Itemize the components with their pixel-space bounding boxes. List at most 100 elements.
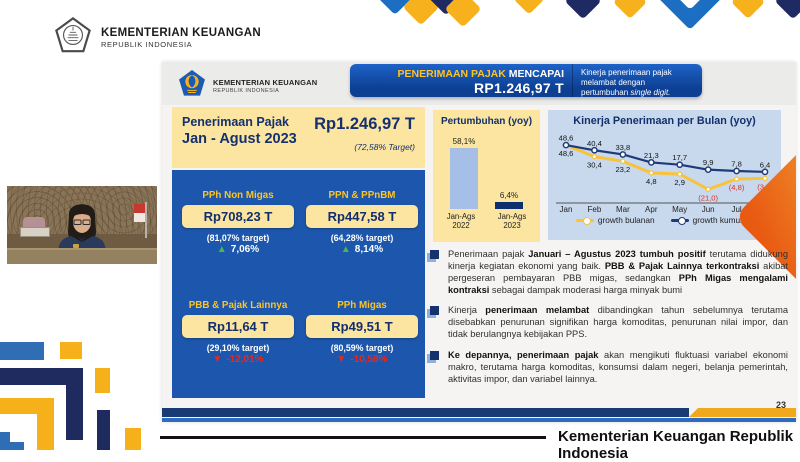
- svg-text:23,2: 23,2: [615, 165, 630, 174]
- svg-text:4,8: 4,8: [646, 177, 657, 186]
- page-number: 23: [775, 400, 786, 410]
- bar-chart: 58,1% 6,4%: [433, 131, 540, 209]
- bar: [495, 202, 523, 209]
- bullet-item: Kinerja penerimaan melambat dibandingkan…: [430, 304, 788, 340]
- tax-box-label: PPh Migas: [337, 300, 387, 312]
- line-chart: JanFebMarAprMayJunJulAug48,630,423,24,82…: [556, 134, 773, 214]
- summary-title-line2: Jan - Agust 2023: [182, 131, 297, 147]
- triangle-down-icon: ▼: [212, 354, 223, 365]
- bullet-text: Ke depannya, penerimaan pajak akan mengi…: [448, 349, 788, 384]
- kemenkeu-logo-icon: [55, 17, 91, 58]
- svg-text:17,7: 17,7: [672, 153, 687, 162]
- tax-box-target: (64,28% target): [330, 233, 394, 243]
- deco-rect: [60, 342, 82, 359]
- diamond-icon: [513, 0, 545, 15]
- bar-category-label: Jan-Ags 2022: [446, 212, 476, 230]
- svg-text:(4,8): (4,8): [729, 183, 745, 192]
- growth-value: -10,58%: [350, 354, 388, 365]
- svg-text:9,9: 9,9: [703, 158, 714, 167]
- trophy: [23, 217, 45, 227]
- bar-chart-title: Pertumbuhan (yoy): [440, 116, 533, 127]
- banner-amount: RP1.246,97 T: [474, 80, 564, 97]
- summary-title-line1: Penerimaan Pajak: [182, 115, 290, 129]
- banner-note-italic: single digit.: [630, 88, 671, 97]
- legend-item: growth kumulatif: [670, 215, 753, 225]
- banner-note-text: Kinerja penerimaan pajak melambat dengan…: [581, 68, 672, 97]
- tax-box-growth: ▼ -12,01%: [212, 354, 263, 365]
- svg-text:2,9: 2,9: [674, 178, 685, 187]
- bar-column: 58,1%: [450, 131, 478, 209]
- brand-title: KEMENTERIAN KEUANGAN: [101, 26, 261, 39]
- svg-text:40,4: 40,4: [587, 139, 602, 148]
- tax-box-label: PPh Non Migas: [202, 190, 274, 202]
- desk: [7, 248, 157, 264]
- legend-label: growth bulanan: [597, 215, 655, 225]
- svg-text:Jan: Jan: [560, 205, 573, 214]
- bullet-square-icon: [430, 250, 439, 259]
- bar-value-label: 58,1%: [452, 137, 476, 147]
- bar-value-label: 6,4%: [499, 191, 519, 201]
- svg-text:48,6: 48,6: [559, 134, 574, 143]
- footer-divider-line: [160, 436, 546, 439]
- summary-amount: Rp1.246,97 T: [314, 115, 415, 133]
- diamond-icon: [731, 0, 765, 19]
- triangle-up-icon: ▲: [340, 244, 351, 255]
- headline-banner: PENERIMAAN PAJAK MENCAPAI RP1.246,97 T K…: [350, 64, 702, 97]
- svg-text:6,4: 6,4: [760, 160, 771, 169]
- bullet-item: Ke depannya, penerimaan pajak akan mengi…: [430, 349, 788, 385]
- headline-banner-left: PENERIMAAN PAJAK MENCAPAI RP1.246,97 T: [350, 64, 572, 97]
- page-footer-text: Kementerian Keuangan Republik Indonesia: [558, 428, 794, 462]
- indonesian-flag-white: [134, 213, 145, 222]
- diamond-icon: [613, 0, 647, 19]
- tax-box-value: Rp708,23 T: [182, 205, 294, 228]
- trophy-base: [20, 227, 50, 237]
- svg-text:Apr: Apr: [645, 205, 658, 214]
- deco-rect: [0, 432, 10, 450]
- slide-logo-title: KEMENTERIAN KEUANGAN: [213, 77, 318, 87]
- legend-item: growth bulanan: [575, 215, 655, 225]
- triangle-up-icon: ▲: [216, 244, 227, 255]
- tax-breakdown-panel: PPh Non Migas Rp708,23 T (81,07% target) ▲ 7…: [172, 170, 425, 398]
- svg-text:Feb: Feb: [588, 205, 602, 214]
- flag-pole: [145, 202, 147, 238]
- svg-text:30,4: 30,4: [587, 161, 602, 170]
- bullets: Penerimaan pajak Januari – Agustus 2023 …: [430, 248, 788, 393]
- headline-banner-note: Kinerja penerimaan pajak melambat dengan…: [572, 64, 702, 97]
- bullet-text: Kinerja penerimaan melambat dibandingkan…: [448, 305, 789, 340]
- tax-box-target: (81,07% target): [206, 233, 270, 243]
- tax-box-growth: ▲ 7,06%: [217, 244, 259, 255]
- tax-box-growth: ▲ 8,14%: [341, 244, 383, 255]
- growth-value: 7,06%: [230, 244, 260, 255]
- footer-bar-gold: [689, 408, 796, 417]
- bar-category-label: Jan-Ags 2023: [497, 212, 527, 230]
- tax-box-growth: ▼ -10,58%: [336, 354, 387, 365]
- banner-rest: MENCAPAI: [505, 68, 564, 80]
- kemenkeu-logo-icon: [178, 69, 206, 102]
- speaker-person: [57, 204, 107, 258]
- legend-dot-icon: [677, 216, 686, 225]
- legend-line-icon: [575, 216, 594, 225]
- tax-box-value: Rp11,64 T: [182, 315, 294, 338]
- bullet-text: Penerimaan pajak Januari – Agustus 2023 …: [448, 249, 788, 296]
- tax-box-label: PBB & Pajak Lainnya: [188, 300, 288, 312]
- line-chart-legend: growth bulanan growth kumulatif: [548, 215, 781, 225]
- footer-bar-navy: [162, 408, 689, 417]
- slide-logo: KEMENTERIAN KEUANGAN REPUBLIK INDONESIA: [178, 69, 317, 102]
- svg-text:Mar: Mar: [616, 205, 630, 214]
- tax-box: PPh Non Migas Rp708,23 T (81,07% target) ▲ 7…: [182, 179, 294, 279]
- svg-text:Jun: Jun: [702, 205, 715, 214]
- tax-box: PPN & PPnBM Rp447,58 T (64,28% target) ▲ 8,1…: [306, 179, 418, 279]
- deco-rect: [97, 410, 110, 450]
- legend-dot-icon: [582, 216, 591, 225]
- svg-text:48,6: 48,6: [559, 149, 574, 158]
- tax-box-target: (29,10% target): [206, 343, 270, 353]
- triangle-down-icon: ▼: [336, 354, 347, 365]
- diamond-icon: [774, 0, 800, 20]
- slide-footer-bar: [162, 408, 796, 417]
- page-brand: KEMENTERIAN KEUANGAN REPUBLIK INDONESIA: [55, 17, 261, 58]
- tax-box-value: Rp49,51 T: [306, 315, 418, 338]
- growth-bar-chart-panel: Pertumbuhan (yoy) 58,1% 6,4% Jan-Ags 2022…: [433, 110, 540, 242]
- deco-rect: [125, 428, 141, 450]
- webcam-video: [7, 186, 157, 264]
- deco-rect: [0, 342, 44, 360]
